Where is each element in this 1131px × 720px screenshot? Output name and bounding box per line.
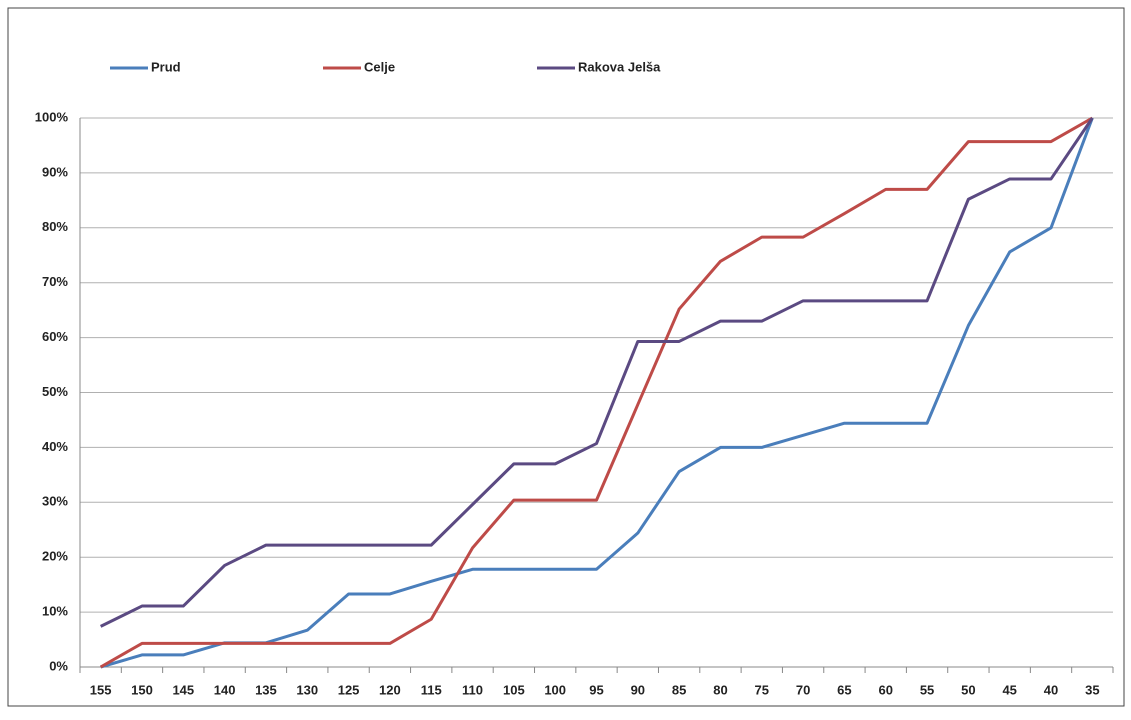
- x-tick-label: 95: [589, 682, 603, 697]
- x-tick-label: 140: [214, 682, 236, 697]
- y-tick-label: 60%: [42, 329, 68, 344]
- y-tick-label: 40%: [42, 439, 68, 454]
- x-tick-label: 145: [172, 682, 194, 697]
- y-tick-label: 80%: [42, 219, 68, 234]
- x-tick-label: 115: [421, 682, 442, 697]
- x-tick-label: 70: [796, 682, 810, 697]
- x-tick-label: 110: [462, 682, 483, 697]
- x-tick-label: 120: [379, 682, 401, 697]
- x-tick-label: 55: [920, 682, 934, 697]
- x-tick-label: 150: [131, 682, 153, 697]
- x-tick-label: 60: [879, 682, 893, 697]
- x-tick-label: 125: [338, 682, 360, 697]
- legend-label: Rakova Jelša: [578, 59, 661, 74]
- x-tick-label: 135: [255, 682, 277, 697]
- x-tick-label: 155: [90, 682, 112, 697]
- y-tick-label: 20%: [42, 549, 68, 564]
- y-tick-label: 50%: [42, 384, 68, 399]
- x-tick-label: 45: [1002, 682, 1016, 697]
- y-tick-label: 0%: [49, 658, 68, 673]
- x-tick-label: 130: [296, 682, 318, 697]
- x-tick-label: 65: [837, 682, 851, 697]
- x-tick-label: 40: [1044, 682, 1058, 697]
- x-tick-label: 75: [755, 682, 769, 697]
- x-tick-label: 85: [672, 682, 686, 697]
- y-tick-label: 70%: [42, 274, 68, 289]
- y-tick-label: 10%: [42, 604, 68, 619]
- y-tick-label: 100%: [35, 109, 69, 124]
- x-tick-label: 90: [631, 682, 645, 697]
- series-line: [99, 116, 1094, 669]
- y-tick-label: 30%: [42, 494, 68, 509]
- x-tick-label: 100: [544, 682, 566, 697]
- chart-border: [7, 7, 1125, 707]
- x-tick-label: 80: [713, 682, 727, 697]
- legend-label: Celje: [364, 59, 395, 74]
- y-tick-label: 90%: [42, 164, 68, 179]
- x-tick-label: 50: [961, 682, 975, 697]
- x-tick-label: 35: [1085, 682, 1099, 697]
- legend-label: Prud: [151, 59, 181, 74]
- x-tick-label: 105: [503, 682, 525, 697]
- series-line: [99, 117, 1094, 628]
